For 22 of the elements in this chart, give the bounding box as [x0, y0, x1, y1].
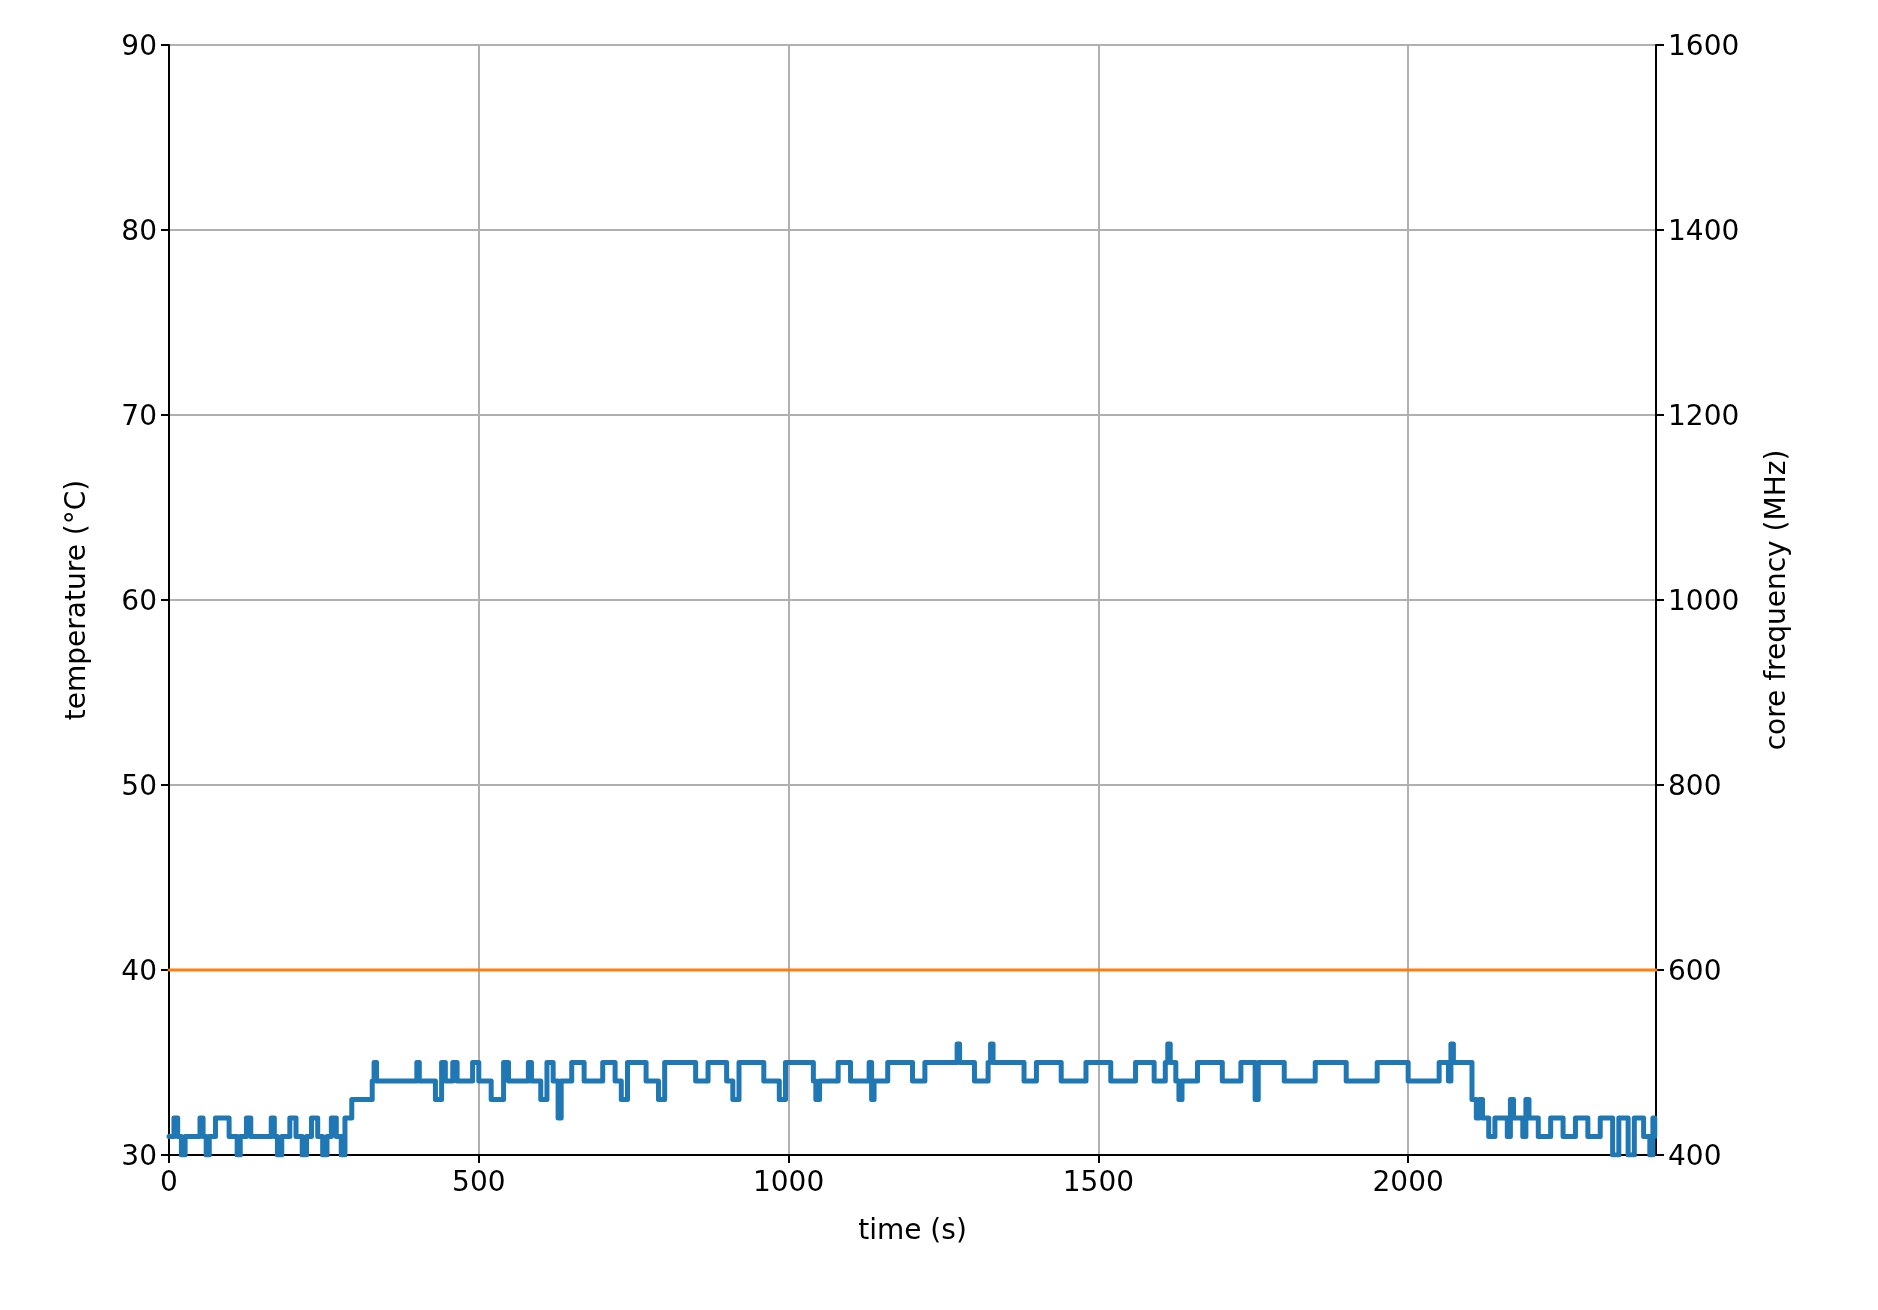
- y-tick-label: 70: [121, 398, 157, 432]
- y2-tick-label: 400: [1668, 1138, 1722, 1172]
- x-tick-label: 1000: [752, 1164, 825, 1198]
- y2-tick-label: 600: [1668, 953, 1722, 987]
- y2-tick-label: 1600: [1668, 28, 1740, 62]
- y2-axis-title: core frequency (MHz): [1758, 449, 1792, 751]
- y-tick-label: 40: [121, 953, 157, 987]
- y2-tick-label: 1000: [1668, 583, 1740, 617]
- y2-tick-label: 1200: [1668, 398, 1740, 432]
- x-axis-title: time (s): [858, 1212, 967, 1246]
- x-tick-label: 500: [452, 1164, 506, 1198]
- y-tick-label: 60: [121, 583, 157, 617]
- y-tick-label: 80: [121, 213, 157, 247]
- y-tick-label: 90: [121, 28, 157, 62]
- y-tick-label: 30: [121, 1138, 157, 1172]
- x-tick-label: 0: [160, 1164, 178, 1198]
- y-tick-label: 50: [121, 768, 157, 802]
- y-axis-title: temperature (°C): [58, 479, 92, 721]
- y2-tick-label: 800: [1668, 768, 1722, 802]
- y2-tick-label: 1400: [1668, 213, 1740, 247]
- x-tick-label: 1500: [1062, 1164, 1135, 1198]
- x-tick-label: 2000: [1372, 1164, 1444, 1198]
